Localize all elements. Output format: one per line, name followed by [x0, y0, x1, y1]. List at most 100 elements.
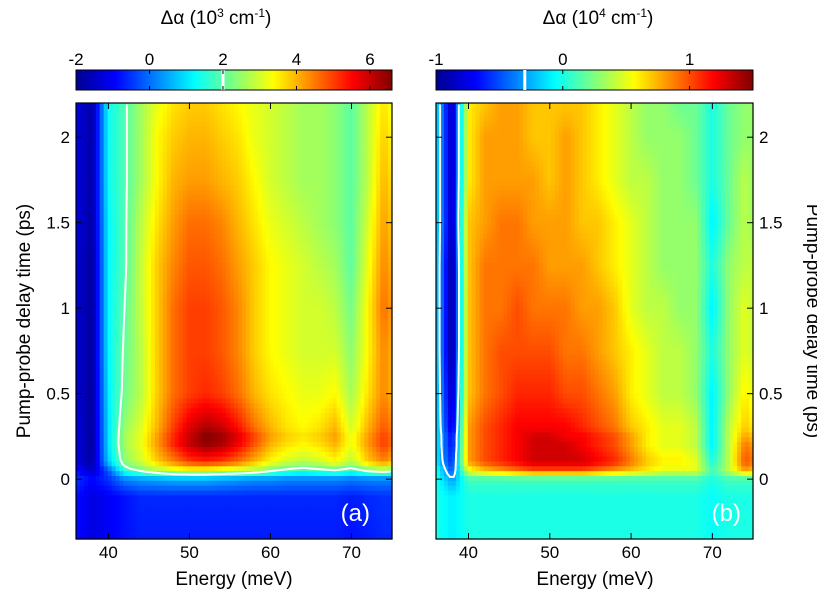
heatmap-a-cell [245, 219, 251, 225]
heatmap-a-cell [364, 350, 369, 356]
heatmap-a-cell [360, 127, 365, 133]
heatmap-a-cell [158, 185, 164, 191]
heatmap-a-cell [384, 107, 389, 114]
heatmap-a-cell [206, 311, 211, 317]
heatmap-a-cell [356, 325, 361, 332]
heatmap-a-cell [83, 345, 89, 351]
heatmap-a-cell [166, 141, 172, 148]
heatmap-a-cell [332, 214, 338, 220]
heatmap-a-cell [376, 379, 381, 385]
heatmap-a-cell [139, 403, 144, 409]
heatmap-a-cell [194, 316, 200, 322]
heatmap-a-cell [83, 287, 89, 293]
heatmap-a-cell [186, 350, 192, 356]
heatmap-a-cell [131, 122, 136, 128]
heatmap-a-cell [226, 262, 231, 269]
heatmap-a-cell [151, 350, 156, 356]
heatmap-a-cell [241, 199, 247, 206]
heatmap-a-cell [301, 141, 306, 148]
heatmap-a-cell [237, 195, 243, 201]
heatmap-a-cell [265, 151, 271, 157]
heatmap-a-cell [320, 350, 326, 356]
heatmap-a-cell [95, 272, 101, 278]
heatmap-a-cell [135, 335, 140, 341]
heatmap-a-cell [241, 141, 247, 148]
heatmap-a-cell [198, 388, 203, 395]
heatmap-a-cell [253, 112, 259, 119]
heatmap-a-cell [297, 219, 302, 225]
heatmap-a-cell [234, 291, 239, 298]
heatmap-a-cell [253, 296, 259, 303]
heatmap-a-cell [324, 209, 330, 216]
heatmap-a-cell [356, 146, 361, 153]
heatmap-a-cell [76, 180, 81, 186]
heatmap-a-cell [83, 209, 89, 216]
heatmap-a-cell [249, 306, 255, 312]
heatmap-a-cell [186, 398, 192, 404]
heatmap-a-cell [202, 267, 207, 274]
heatmap-a-cell [139, 398, 144, 404]
heatmap-a-cell [222, 165, 227, 172]
heatmap-a-cell [194, 156, 200, 162]
heatmap-a-cell [245, 277, 251, 283]
heatmap-a-cell [368, 175, 373, 182]
heatmap-a-cell [249, 228, 255, 235]
heatmap-a-cell [285, 291, 290, 298]
heatmap-a-cell [352, 248, 358, 254]
heatmap-a-cell [328, 383, 334, 390]
heatmap-a-cell [309, 296, 314, 303]
heatmap-a-cell [135, 175, 140, 182]
heatmap-a-cell [380, 156, 385, 162]
heatmap-a-cell [178, 151, 184, 157]
heatmap-a-cell [107, 291, 113, 298]
heatmap-a-cell [107, 224, 113, 230]
heatmap-a-cell [182, 262, 188, 269]
heatmap-a-cell [198, 374, 203, 380]
heatmap-a-cell [166, 238, 172, 245]
heatmap-a-cell [87, 350, 93, 356]
heatmap-a-cell [261, 185, 267, 191]
heatmap-a-cell [245, 291, 251, 298]
heatmap-a-cell [332, 354, 338, 361]
heatmap-a-cell [87, 204, 93, 211]
heatmap-a-cell [316, 224, 322, 230]
heatmap-a-cell [324, 311, 330, 317]
heatmap-a-cell [174, 364, 180, 371]
heatmap-a-cell [336, 151, 342, 157]
heatmap-a-cell [91, 122, 97, 128]
heatmap-a-cell [234, 369, 239, 375]
heatmap-a-cell [230, 136, 235, 143]
heatmap-a-cell [230, 199, 235, 206]
heatmap-a-cell [103, 132, 109, 138]
heatmap-a-cell [289, 224, 294, 230]
heatmap-a-cell [277, 228, 282, 235]
heatmap-a-cell [380, 170, 385, 177]
heatmap-a-cell [99, 335, 105, 341]
heatmap-a-cell [218, 383, 223, 390]
heatmap-a-cell [186, 267, 192, 274]
heatmap-a-cell [103, 219, 109, 225]
heatmap-a-cell [143, 253, 148, 259]
heatmap-a-cell [198, 136, 203, 143]
heatmap-a-cell [356, 379, 361, 385]
heatmap-a-cell [158, 379, 164, 385]
heatmap-a-cell [360, 316, 365, 322]
heatmap-a-cell [293, 277, 298, 283]
heatmap-a-cell [241, 354, 247, 361]
heatmap-a-cell [91, 228, 97, 235]
heatmap-a-cell [143, 141, 148, 148]
heatmap-a-cell [261, 306, 267, 312]
heatmap-a-cell [190, 107, 196, 114]
heatmap-a-cell [218, 238, 223, 245]
heatmap-a-cell [135, 141, 140, 148]
heatmap-a-cell [305, 117, 310, 123]
heatmap-a-cell [202, 287, 207, 293]
heatmap-a-cell [143, 311, 148, 317]
heatmap-a-cell [261, 151, 267, 157]
heatmap-a-cell [166, 103, 172, 109]
heatmap-a-cell [249, 185, 255, 191]
heatmap-a-cell [178, 388, 184, 395]
heatmap-a-cell [182, 165, 188, 172]
heatmap-a-cell [336, 335, 342, 341]
heatmap-a-cell [206, 393, 211, 400]
